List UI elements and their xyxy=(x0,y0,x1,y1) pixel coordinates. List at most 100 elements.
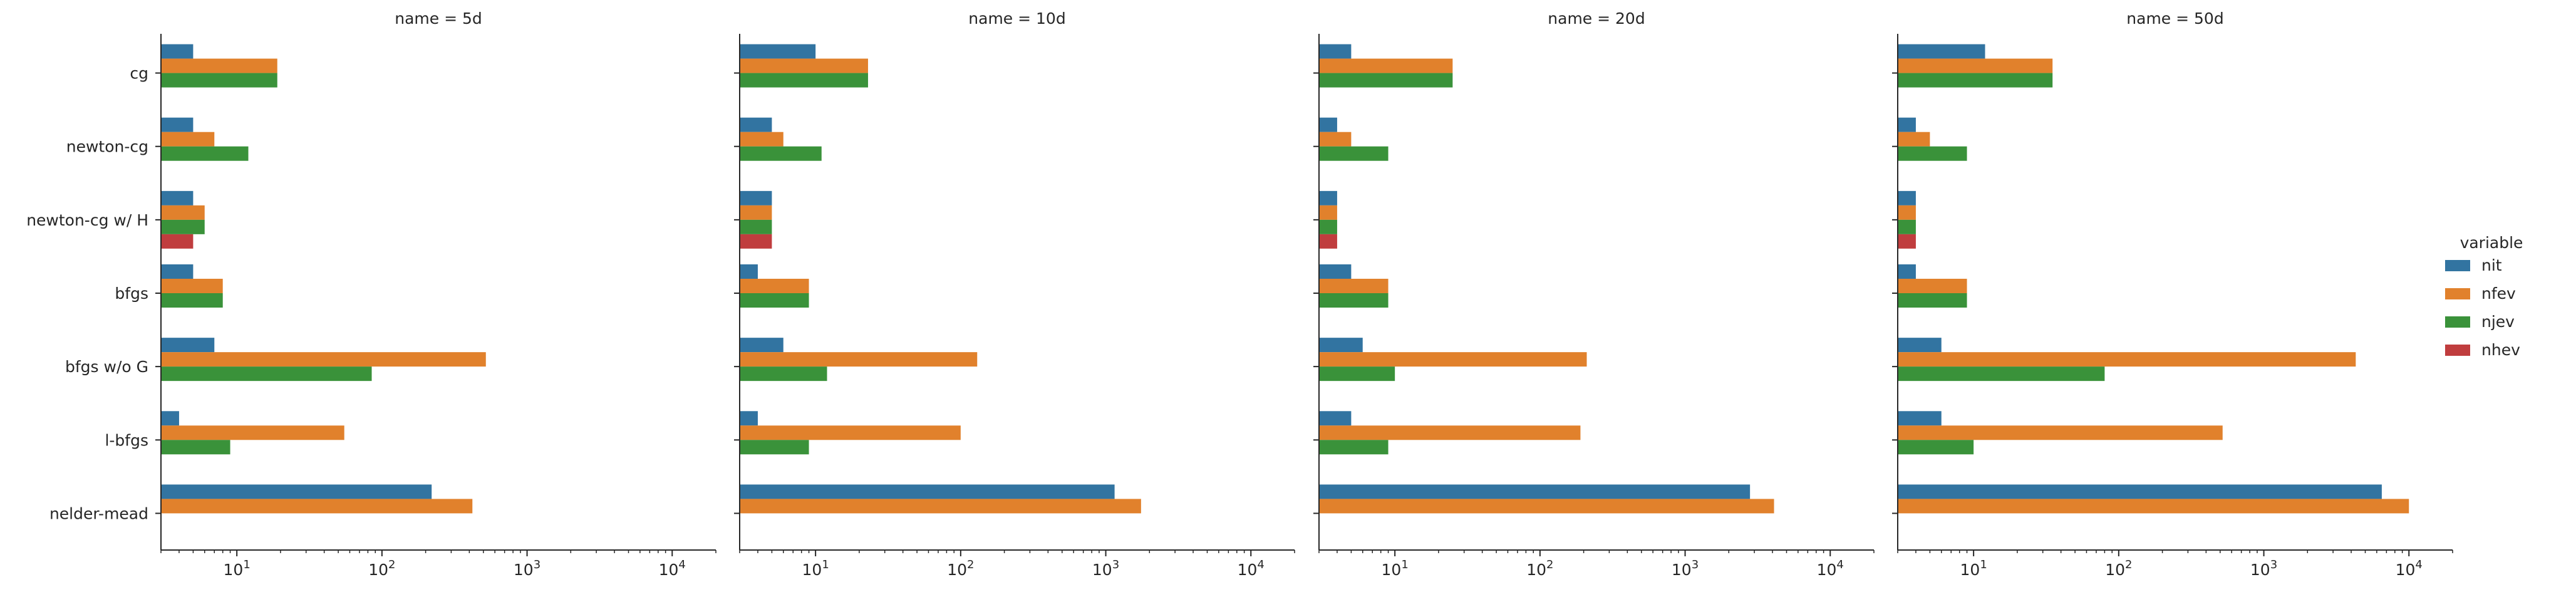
y-tick-label: bfgs w/o G xyxy=(65,358,148,376)
bar-njev xyxy=(1898,146,1967,161)
bar-nfev xyxy=(1898,279,1967,293)
x-tick-label: 102 xyxy=(947,558,974,579)
bar-nit xyxy=(161,338,215,353)
bar-nfev xyxy=(740,499,1141,514)
bar-njev xyxy=(740,219,772,234)
x-tick-label: 101 xyxy=(802,558,829,579)
bar-nfev xyxy=(1898,425,2223,440)
bar-nfev xyxy=(161,58,277,73)
bar-nit xyxy=(1898,264,1916,279)
bar-nfev xyxy=(1898,499,2409,514)
bar-nhev xyxy=(1319,234,1337,249)
bar-njev xyxy=(1898,366,2105,382)
bar-nfev xyxy=(1319,205,1337,220)
bar-nfev xyxy=(740,279,809,293)
bar-nit xyxy=(1319,338,1363,353)
x-tick-label: 103 xyxy=(1092,558,1119,579)
bar-nfev xyxy=(740,352,978,367)
x-tick-label: 101 xyxy=(224,558,251,579)
legend-swatch-nhev xyxy=(2445,345,2470,356)
y-tick-label: cg xyxy=(130,65,148,83)
bar-nit xyxy=(1319,190,1337,205)
bar-njev xyxy=(1319,73,1453,88)
bar-nit xyxy=(1319,484,1751,499)
bar-njev xyxy=(740,366,827,382)
legend-label: nit xyxy=(2481,256,2502,274)
bar-nfev xyxy=(1898,205,1916,220)
bar-nit xyxy=(1319,411,1352,426)
bar-njev xyxy=(161,146,249,161)
bar-nit xyxy=(740,264,758,279)
bar-nfev xyxy=(161,352,486,367)
bar-njev xyxy=(161,73,277,88)
bar-nfev xyxy=(161,425,344,440)
panel-title: name = 50d xyxy=(2126,9,2223,28)
bar-nfev xyxy=(161,499,473,514)
x-tick-label: 101 xyxy=(1382,558,1409,579)
legend-swatch-nit xyxy=(2445,260,2470,271)
bar-njev xyxy=(1898,440,1974,455)
bar-nit xyxy=(161,484,432,499)
x-tick-label: 102 xyxy=(1526,558,1553,579)
bar-nit xyxy=(740,484,1115,499)
bar-nit xyxy=(161,117,194,132)
bar-njev xyxy=(740,146,822,161)
bar-njev xyxy=(1898,293,1967,308)
bar-nit xyxy=(740,117,772,132)
bar-nit xyxy=(1898,117,1916,132)
bar-nfev xyxy=(740,58,868,73)
bar-nit xyxy=(161,44,194,59)
bar-njev xyxy=(1319,293,1389,308)
x-tick-label: 103 xyxy=(514,558,541,579)
bar-nfev xyxy=(740,132,784,147)
bar-njev xyxy=(161,440,230,455)
bar-njev xyxy=(740,73,868,88)
bar-nfev xyxy=(1319,279,1389,293)
bar-njev xyxy=(161,366,372,382)
bar-nfev xyxy=(1319,425,1581,440)
bar-njev xyxy=(1898,219,1916,234)
legend-label: njev xyxy=(2481,313,2515,331)
bar-nfev xyxy=(740,425,961,440)
x-tick-label: 102 xyxy=(2105,558,2132,579)
bar-nit xyxy=(1319,117,1337,132)
bar-nit xyxy=(740,338,784,353)
bar-nhev xyxy=(1898,234,1916,249)
bar-nhev xyxy=(740,234,772,249)
bar-nfev xyxy=(1319,499,1774,514)
bar-nfev xyxy=(161,132,215,147)
bar-nfev xyxy=(1319,352,1587,367)
bar-nit xyxy=(1319,264,1352,279)
bar-njev xyxy=(740,293,809,308)
bar-nit xyxy=(161,190,194,205)
bar-nit xyxy=(1319,44,1352,59)
x-tick-label: 104 xyxy=(2396,558,2423,579)
x-tick-label: 104 xyxy=(659,558,686,579)
bar-nfev xyxy=(1898,58,2053,73)
panel-title: name = 5d xyxy=(395,9,482,28)
x-tick-label: 101 xyxy=(1960,558,1987,579)
bar-nit xyxy=(1898,190,1916,205)
bar-nit xyxy=(740,190,772,205)
bar-njev xyxy=(1319,219,1337,234)
y-tick-label: nelder-mead xyxy=(49,504,148,522)
bar-nit xyxy=(740,411,758,426)
bar-nit xyxy=(1898,44,1985,59)
bar-nfev xyxy=(161,205,205,220)
panel-title: name = 10d xyxy=(968,9,1065,28)
bar-nfev xyxy=(1898,352,2356,367)
bar-nfev xyxy=(1319,58,1453,73)
x-tick-label: 103 xyxy=(2250,558,2277,579)
bar-nit xyxy=(740,44,816,59)
legend-title: variable xyxy=(2460,234,2523,252)
y-tick-label: l-bfgs xyxy=(105,431,148,449)
legend-swatch-nfev xyxy=(2445,288,2470,299)
bar-nhev xyxy=(161,234,194,249)
legend-label: nfev xyxy=(2481,284,2516,303)
bar-nit xyxy=(161,411,179,426)
bar-nit xyxy=(1898,484,2382,499)
legend-swatch-njev xyxy=(2445,316,2470,328)
legend-label: nhev xyxy=(2481,341,2520,359)
bar-njev xyxy=(740,440,809,455)
